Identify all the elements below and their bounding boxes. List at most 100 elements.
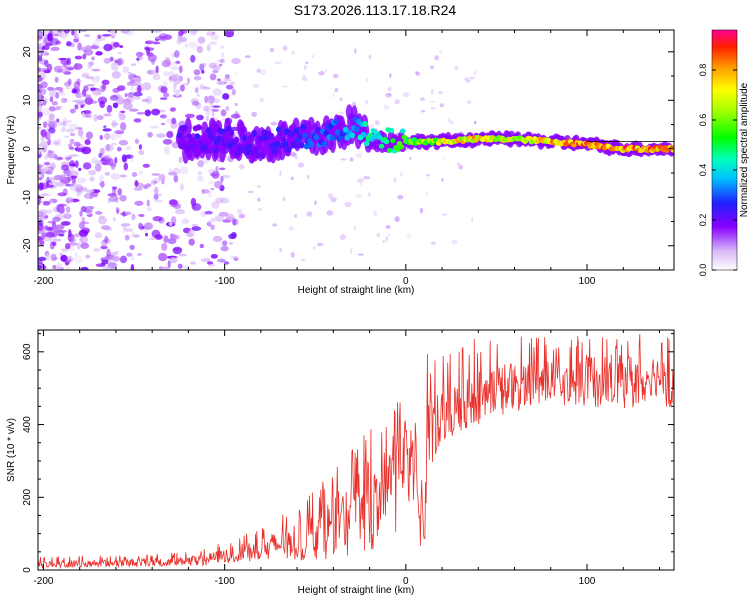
spectrogram-noise-blob: [64, 66, 75, 70]
spectrogram-noise-blob: [38, 35, 43, 41]
spectrogram-noise-blob: [69, 138, 75, 145]
spectrogram-noise-blob: [144, 109, 152, 117]
spectrogram-noise-blob: [89, 45, 100, 50]
spectrogram-noise-blob: [60, 97, 68, 104]
spectrogram-noise-blob: [52, 257, 58, 260]
spectrogram-noise-blob: [209, 73, 217, 81]
spectrogram-noise-blob: [279, 170, 282, 176]
spectrogram-noise-blob: [169, 257, 178, 264]
spectrogram-noise-blob: [80, 266, 89, 270]
spectrogram-noise-blob: [66, 119, 73, 123]
spectrogram-ridge-core: [354, 126, 360, 133]
spectrogram-noise-blob: [97, 34, 102, 39]
snr-y-axis-label: SNR (10 * v/v): [6, 418, 17, 482]
spectrogram-noise-blob: [59, 252, 63, 256]
spectrogram-noise-blob: [73, 38, 79, 43]
spectrogram-noise-blob: [74, 160, 79, 168]
spectrogram-noise-blob: [48, 106, 56, 112]
spectrogram-noise-blob: [173, 174, 179, 183]
spectrogram-ridge-core: [321, 140, 328, 147]
spectrogram-noise-blob: [52, 30, 59, 35]
spectrogram-noise-blob: [134, 76, 142, 83]
spectrogram-noise-blob: [202, 86, 211, 90]
spectrogram-noise-blob: [90, 206, 95, 210]
spectrogram-noise-blob: [100, 245, 108, 250]
spectrogram-noise-blob: [210, 34, 220, 41]
spectrogram-noise-blob: [305, 61, 309, 65]
spectrogram-noise-blob: [44, 215, 49, 219]
spectrogram-noise-blob: [397, 194, 404, 200]
spectrogram-noise-blob: [92, 89, 102, 96]
spectrogram-noise-blob: [38, 101, 44, 105]
spectrogram-ridge-core: [197, 139, 204, 146]
spectrogram-noise-blob: [208, 181, 215, 184]
spectrogram-noise-blob: [376, 232, 381, 238]
spectrogram-noise-blob: [428, 100, 436, 103]
spectrogram-ridge-core: [254, 152, 261, 159]
spectrogram-noise-blob: [131, 213, 136, 221]
spectrogram-x-tick-label: 0: [403, 276, 409, 287]
spectrogram-noise-blob: [47, 220, 56, 224]
spectrogram-noise-blob: [183, 227, 192, 234]
spectrogram-noise-blob: [231, 88, 236, 96]
spectrogram-ridge-core: [323, 130, 329, 137]
spectrogram-ridge-core: [362, 121, 369, 128]
spectrogram-noise-blob: [50, 46, 60, 52]
spectrogram-y-tick-label: -20: [22, 238, 33, 253]
spectrogram-ridge-core: [246, 143, 253, 150]
spectrogram-noise-blob: [42, 201, 48, 206]
spectrogram-noise-blob: [111, 256, 121, 262]
spectrogram-noise-blob: [163, 92, 170, 98]
spectrogram-noise-blob: [132, 96, 142, 100]
spectrogram-noise-blob: [123, 162, 129, 171]
spectrogram-noise-blob: [439, 49, 443, 55]
spectrogram-noise-blob: [224, 74, 230, 79]
spectrogram-noise-blob: [109, 195, 118, 203]
spectrogram-noise-blob: [48, 90, 57, 97]
spectrogram-noise-blob: [162, 138, 173, 145]
spectrogram-noise-blob: [172, 107, 176, 111]
spectrogram-noise-blob: [181, 218, 190, 225]
spectrogram-noise-blob: [38, 121, 41, 130]
spectrogram-noise-blob: [104, 144, 114, 152]
spectrogram-noise-blob: [124, 93, 128, 98]
spectrogram-noise-blob: [114, 156, 118, 164]
spectrogram-noise-blob: [313, 246, 316, 250]
spectrogram-noise-blob: [191, 203, 202, 211]
spectrogram-noise-blob: [104, 235, 109, 243]
spectrogram-noise-blob: [45, 184, 55, 188]
spectrogram-noise-blob: [65, 128, 75, 133]
spectrogram-noise-blob: [385, 235, 389, 242]
spectrogram-y-tick-label: 10: [22, 94, 33, 106]
spectrogram-noise-blob: [38, 173, 43, 179]
spectrogram-noise-blob: [84, 96, 94, 105]
spectrogram-noise-blob: [225, 30, 236, 33]
spectrogram-noise-blob: [230, 231, 237, 239]
spectrogram-noise-blob: [247, 190, 254, 193]
spectrogram-ridge-core: [303, 143, 310, 150]
spectrogram-noise-blob: [51, 101, 58, 106]
spectrogram-ridge-core: [181, 124, 188, 131]
spectrogram-noise-blob: [38, 264, 43, 270]
spectrogram-y-tick-label: 0: [22, 146, 33, 152]
spectrogram-noise-blob: [188, 41, 198, 49]
spectrogram-noise-blob: [40, 129, 47, 137]
spectrogram-noise-blob: [318, 70, 325, 76]
spectrogram-noise-blob: [163, 235, 169, 244]
spectrogram-noise-blob: [60, 254, 68, 262]
spectrogram-noise-blob: [425, 192, 429, 196]
spectrogram-noise-blob: [60, 164, 70, 171]
spectrogram-noise-blob: [174, 50, 180, 58]
spectrogram-noise-blob: [99, 84, 107, 90]
spectrogram-noise-blob: [53, 238, 62, 242]
spectrogram-noise-blob: [201, 188, 205, 195]
spectrogram-noise-blob: [95, 211, 103, 215]
spectrogram-noise-blob: [81, 111, 86, 118]
spectrogram-noise-blob: [98, 181, 105, 187]
spectrogram-noise-blob: [175, 60, 181, 65]
spectrogram-noise-blob: [220, 45, 225, 49]
spectrogram-noise-blob: [221, 52, 225, 58]
spectrogram-noise-blob: [205, 108, 211, 116]
spectrogram-noise-blob: [387, 93, 392, 96]
spectrogram-noise-blob: [297, 162, 305, 168]
